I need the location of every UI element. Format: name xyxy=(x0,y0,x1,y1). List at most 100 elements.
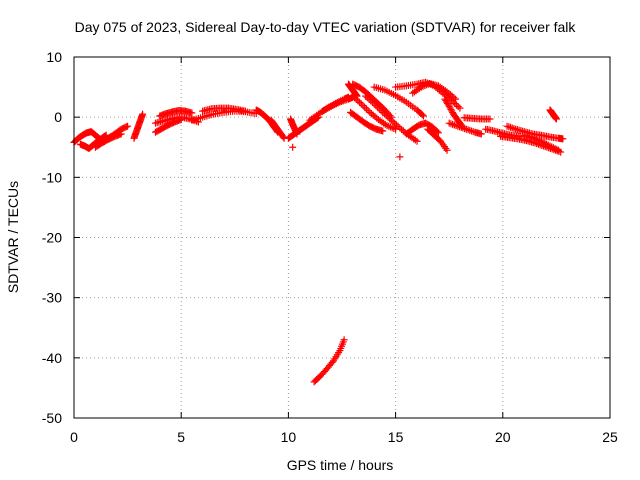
data-point xyxy=(375,105,383,113)
data-point xyxy=(352,95,360,103)
data-point xyxy=(452,95,460,103)
data-point xyxy=(446,104,454,112)
data-point xyxy=(365,95,373,103)
data-point xyxy=(418,111,426,119)
data-point xyxy=(464,126,472,134)
data-point xyxy=(188,109,196,117)
data-point xyxy=(549,144,557,152)
data-point xyxy=(455,123,463,131)
x-tick-label: 15 xyxy=(388,429,404,445)
data-point xyxy=(419,82,427,90)
data-point xyxy=(386,115,394,123)
data-point xyxy=(279,133,287,141)
data-point xyxy=(467,127,475,135)
data-point xyxy=(445,102,453,110)
data-point xyxy=(462,125,470,133)
data-point xyxy=(362,105,370,113)
y-tick-label: -20 xyxy=(42,230,62,246)
data-point xyxy=(534,136,542,144)
data-point xyxy=(507,123,515,131)
data-point xyxy=(367,97,375,105)
data-point xyxy=(422,81,430,89)
data-point xyxy=(370,100,378,108)
data-point xyxy=(386,123,394,131)
data-point xyxy=(396,153,404,161)
data-point xyxy=(380,110,388,118)
data-point xyxy=(340,336,348,344)
data-point xyxy=(447,105,455,113)
data-point xyxy=(448,107,456,115)
data-point xyxy=(122,123,130,131)
data-point xyxy=(377,107,385,115)
data-point xyxy=(341,96,349,104)
x-tick-label: 20 xyxy=(495,429,511,445)
data-point xyxy=(536,137,544,145)
data-point xyxy=(555,146,563,154)
data-point xyxy=(532,135,540,143)
data-point xyxy=(454,122,462,130)
data-point xyxy=(417,83,425,91)
data-point xyxy=(486,115,494,123)
y-tick-label: -50 xyxy=(42,410,62,426)
y-tick-label: 0 xyxy=(54,109,62,125)
data-point xyxy=(454,103,462,111)
data-point xyxy=(363,94,371,102)
y-tick-label: 10 xyxy=(46,49,62,65)
grid-lines xyxy=(74,57,610,418)
data-points xyxy=(70,78,567,386)
y-axis-label: SDTVAR / TECUs xyxy=(5,181,21,293)
data-point xyxy=(510,125,518,133)
data-point xyxy=(390,124,398,132)
data-point xyxy=(339,97,347,105)
data-point xyxy=(338,98,346,106)
data-point xyxy=(331,101,339,109)
data-point xyxy=(444,101,452,109)
data-point xyxy=(382,111,390,119)
data-point xyxy=(354,97,362,105)
data-point xyxy=(389,118,397,126)
data-point xyxy=(445,119,453,127)
data-point xyxy=(413,137,421,145)
data-point xyxy=(469,128,477,136)
data-point xyxy=(350,94,358,102)
data-point xyxy=(456,104,464,112)
data-point xyxy=(392,121,400,129)
y-tick-label: -40 xyxy=(42,350,62,366)
x-tick-label: 10 xyxy=(281,429,297,445)
x-tick-label: 0 xyxy=(70,429,78,445)
data-point xyxy=(433,128,441,136)
data-point xyxy=(529,134,537,142)
data-point xyxy=(449,120,457,128)
data-point xyxy=(452,122,460,130)
data-point xyxy=(334,99,342,107)
data-point xyxy=(359,102,367,110)
data-point xyxy=(329,101,337,109)
data-point xyxy=(461,125,469,133)
data-point xyxy=(503,122,511,130)
data-point xyxy=(411,136,419,144)
data-point xyxy=(384,113,392,121)
data-point xyxy=(443,146,451,154)
data-point xyxy=(361,103,369,111)
data-point xyxy=(368,98,376,106)
data-point xyxy=(362,92,370,100)
data-point xyxy=(450,121,458,129)
data-point xyxy=(336,98,344,106)
data-point xyxy=(505,123,513,131)
data-point xyxy=(552,115,560,123)
data-point xyxy=(551,145,559,153)
data-point xyxy=(559,135,567,143)
data-point xyxy=(177,116,185,124)
data-point xyxy=(379,108,387,116)
data-point xyxy=(391,119,399,127)
data-point xyxy=(242,107,250,115)
data-point xyxy=(421,82,429,90)
data-point xyxy=(328,358,336,366)
data-point xyxy=(451,99,459,107)
data-point xyxy=(457,123,465,131)
axis-ticks: 0 5 10 15 20 25 -50 -40 -30 -20 -10 0 10 xyxy=(42,49,618,445)
data-point xyxy=(349,92,357,100)
data-point xyxy=(332,100,340,108)
data-point xyxy=(531,134,539,142)
data-point xyxy=(364,107,372,115)
